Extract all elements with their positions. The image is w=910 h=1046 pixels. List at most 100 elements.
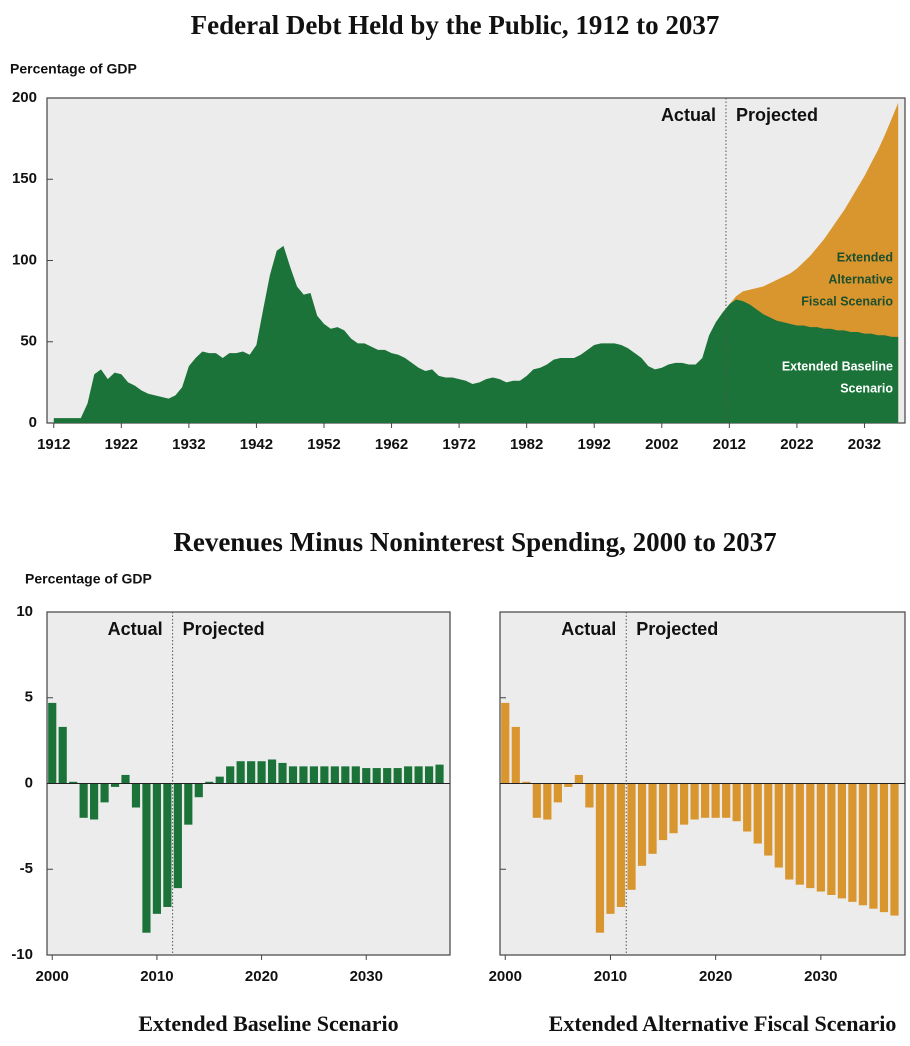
bar [236, 761, 245, 784]
bar [732, 783, 741, 822]
bar [827, 783, 836, 895]
x-tick-label: 2030 [804, 968, 837, 985]
bar [48, 702, 57, 784]
y-tick-label: 0 [29, 414, 37, 431]
bar [226, 766, 235, 784]
bar [753, 783, 762, 844]
bar [58, 726, 67, 784]
bar [722, 783, 731, 818]
annotation: Actual [108, 619, 163, 639]
y-axis-label: Percentage of GDP [10, 61, 137, 77]
y-tick-label: 10 [16, 603, 33, 620]
bar [194, 783, 203, 798]
area [53, 245, 899, 423]
bar [669, 783, 678, 834]
bar [330, 766, 339, 784]
bar [701, 783, 710, 818]
bar [205, 781, 214, 784]
x-tick-label: 1982 [510, 436, 543, 453]
bar [553, 783, 562, 803]
annotation: Projected [736, 105, 818, 125]
marks [53, 102, 899, 424]
bar [383, 768, 392, 784]
bar [816, 783, 825, 892]
marks [48, 702, 444, 933]
bar [543, 783, 552, 820]
x-tick-label: 2010 [140, 968, 173, 985]
group-title: Revenues Minus Noninterest Spending, 200… [173, 527, 776, 557]
bar [414, 766, 423, 784]
series-label: Scenario [840, 381, 893, 395]
x-tick-label: 2032 [848, 436, 881, 453]
series-label: Extended [837, 250, 893, 264]
bar [110, 783, 120, 787]
annotation: Projected [636, 619, 718, 639]
bar [532, 783, 541, 818]
bar [100, 783, 109, 803]
bar [362, 768, 371, 784]
bar [351, 766, 360, 784]
x-tick-label: 2000 [36, 968, 69, 985]
x-tick-label: 2030 [350, 968, 383, 985]
bar [435, 764, 444, 784]
bar [257, 761, 266, 784]
y-tick-label: 150 [12, 170, 37, 187]
x-tick-label: 2022 [780, 436, 813, 453]
bar [795, 783, 804, 885]
bar [247, 761, 256, 784]
bar [288, 766, 298, 784]
bar [393, 768, 402, 784]
bar [606, 783, 615, 914]
bar [173, 783, 182, 889]
x-tick-label: 1942 [240, 436, 273, 453]
bar [320, 766, 329, 784]
bar [372, 768, 381, 784]
bar [648, 783, 657, 854]
bar [890, 783, 899, 916]
x-tick-label: 2020 [699, 968, 732, 985]
x-tick-label: 1962 [375, 436, 408, 453]
bar [278, 762, 287, 784]
x-tick-label: 1972 [442, 436, 475, 453]
bar [142, 783, 151, 933]
bar [690, 783, 699, 820]
bar [121, 774, 130, 784]
y-tick-label: -5 [20, 860, 33, 877]
bar [341, 766, 350, 784]
series-label: Alternative [828, 272, 893, 286]
bar [869, 783, 878, 909]
annotation: Projected [183, 619, 265, 639]
x-tick-label: 2012 [713, 436, 746, 453]
bar [837, 783, 846, 899]
bar [69, 781, 78, 784]
bar [585, 783, 594, 808]
bar [90, 783, 99, 820]
bar [424, 766, 434, 784]
bar [309, 766, 319, 784]
bar [637, 783, 647, 866]
bar [774, 783, 783, 868]
bar [658, 783, 668, 841]
x-tick-label: 1992 [578, 436, 611, 453]
bar [299, 766, 308, 784]
y-tick-label: 200 [12, 89, 37, 106]
bar [711, 783, 720, 818]
y-tick-label: 0 [25, 774, 33, 791]
bar [574, 774, 583, 784]
x-tick-label: 2002 [645, 436, 678, 453]
bar [785, 783, 794, 880]
bar [522, 781, 531, 784]
chart-title: Federal Debt Held by the Public, 1912 to… [191, 10, 720, 40]
x-tick-label: 2000 [489, 968, 522, 985]
bar [595, 783, 605, 933]
y-tick-label: 5 [25, 689, 33, 706]
series-label: Extended Baseline [782, 359, 893, 373]
annotation: Actual [561, 619, 616, 639]
chart-title: Extended Baseline Scenario [138, 1011, 398, 1036]
y-axis-label: Percentage of GDP [25, 571, 152, 587]
chart-title: Extended Alternative Fiscal Scenario [549, 1011, 897, 1036]
x-tick-label: 1912 [37, 436, 70, 453]
y-tick-label: -10 [11, 946, 33, 963]
y-tick-label: 100 [12, 251, 37, 268]
